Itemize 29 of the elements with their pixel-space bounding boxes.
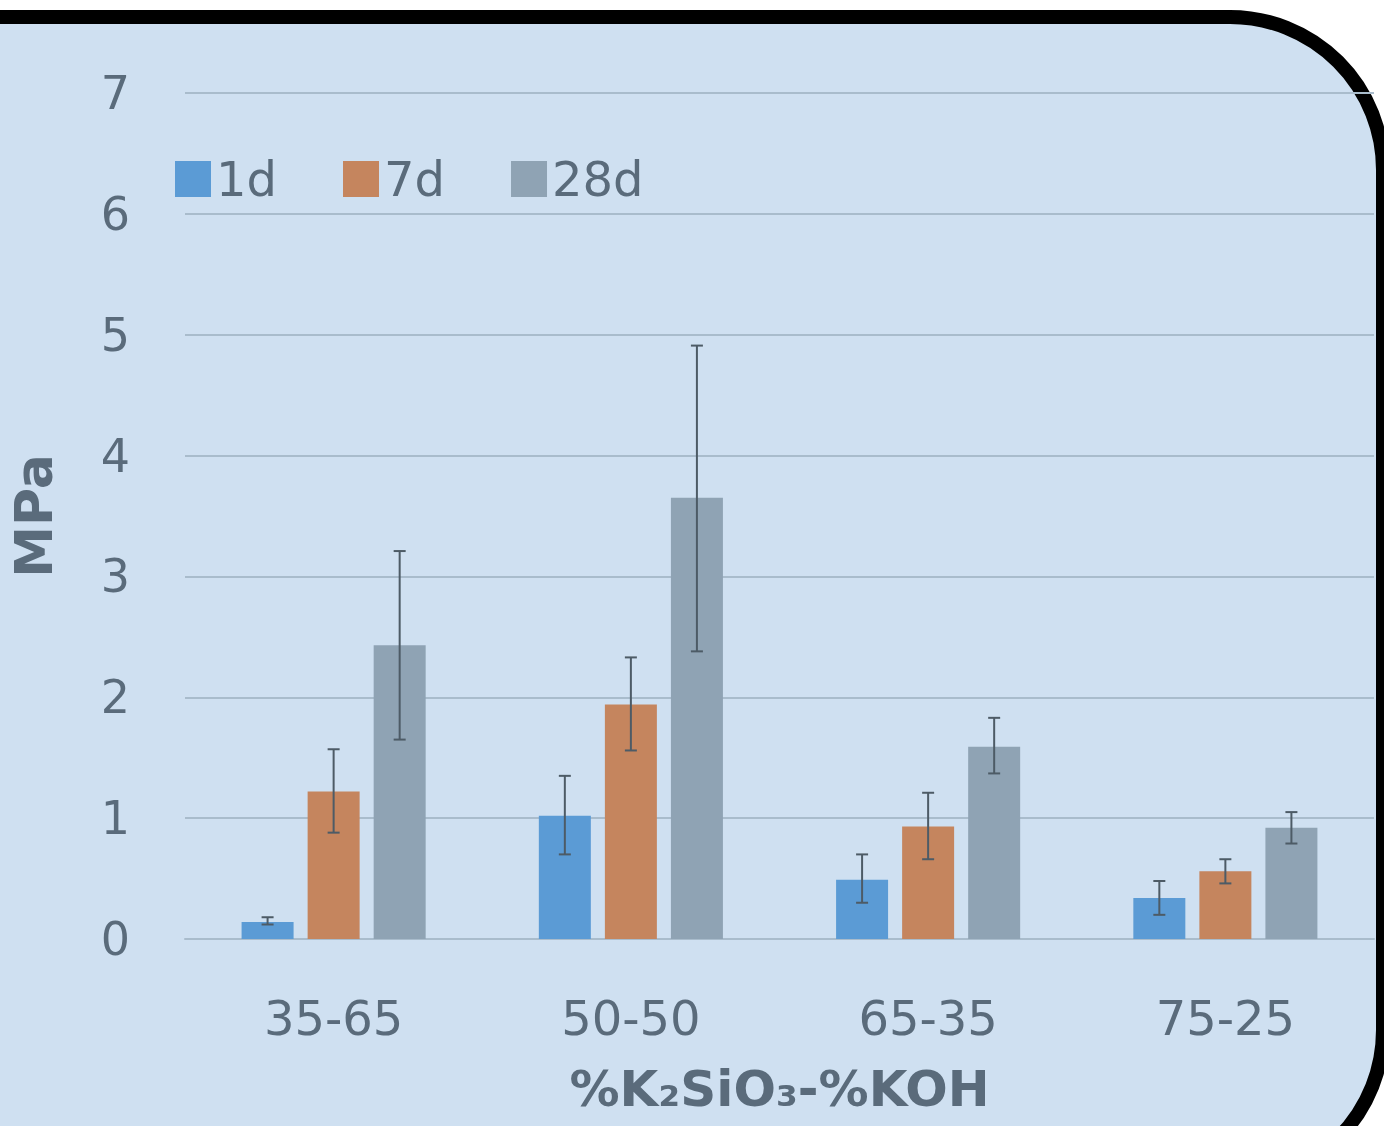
- y-tick-label: 7: [100, 66, 130, 120]
- bar: [307, 791, 360, 939]
- bar: [1265, 827, 1318, 939]
- bar: [968, 746, 1021, 939]
- bar: [902, 826, 955, 939]
- bar: [1133, 897, 1186, 939]
- x-tick-label: 65-35: [858, 990, 998, 1046]
- bar: [836, 879, 889, 939]
- legend-label: 28d: [552, 151, 644, 207]
- y-tick-label: 1: [100, 791, 130, 846]
- y-tick-label: 6: [100, 186, 130, 241]
- x-tick-label: 50-50: [561, 990, 701, 1046]
- y-tick-label: 5: [100, 307, 130, 362]
- legend-label: 7d: [384, 151, 446, 207]
- bar: [670, 497, 723, 939]
- legend-label: 1d: [216, 151, 278, 207]
- bar: [373, 645, 426, 939]
- y-tick-label: 3: [100, 549, 130, 604]
- y-axis-title: MPa: [4, 454, 64, 578]
- bar: [241, 922, 294, 939]
- bar: [538, 815, 591, 939]
- y-tick-label: 0: [100, 912, 130, 966]
- x-tick-label: 75-25: [1155, 990, 1296, 1046]
- bar: [1199, 871, 1252, 939]
- x-tick-label: 35-65: [263, 990, 404, 1046]
- y-tick-label: 2: [100, 670, 130, 725]
- x-axis-title: %K₂SiO₃-%KOH: [569, 1060, 990, 1118]
- y-tick-label: 4: [100, 428, 130, 483]
- bar: [604, 704, 657, 939]
